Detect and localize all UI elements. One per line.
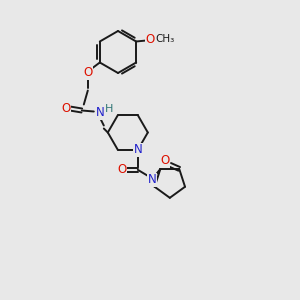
Text: O: O xyxy=(160,154,170,167)
Text: N: N xyxy=(95,106,104,119)
Text: O: O xyxy=(146,33,155,46)
Text: O: O xyxy=(61,102,70,115)
Text: CH₃: CH₃ xyxy=(156,34,175,44)
Text: N: N xyxy=(134,143,142,156)
Text: H: H xyxy=(105,104,113,115)
Text: N: N xyxy=(147,173,156,186)
Text: O: O xyxy=(117,163,126,176)
Text: O: O xyxy=(83,66,92,79)
